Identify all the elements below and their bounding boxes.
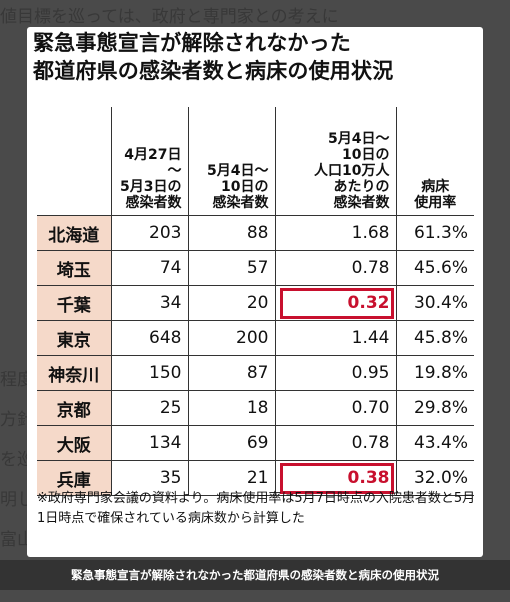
table-row: 埼玉 74 57 0.78 45.6%: [37, 250, 474, 286]
header-cases-apr27-may3: 4月27日～ 5月3日の 感染者数: [110, 107, 188, 216]
bed-usage-cell: 61.3%: [395, 215, 474, 251]
highlight-box: [279, 463, 394, 494]
highlight-box: [279, 288, 394, 319]
background-line-3: 方針: [0, 410, 34, 430]
background-line-4: を巡: [0, 450, 34, 470]
prefecture-cell: 埼玉: [37, 250, 111, 286]
cases-apr27-may3-cell: 74: [110, 250, 188, 286]
cases-apr27-may3-cell: 25: [110, 390, 188, 426]
bed-usage-cell: 43.4%: [395, 425, 474, 461]
prefecture-cell: 大阪: [37, 425, 111, 461]
cases-may4-10-cell: 57: [187, 250, 275, 286]
cases-per-100k-cell: 1.68: [274, 215, 396, 251]
highlighted-value: 0.38: [347, 468, 390, 488]
bed-usage-cell: 29.8%: [395, 390, 474, 426]
prefecture-cell: 東京: [37, 320, 111, 356]
background-article: 値目標を巡っては、政府と専門家との考えに: [0, 0, 339, 34]
infographic-title: 緊急事態宣言が解除されなかった 都道府県の感染者数と病床の使用状況: [33, 29, 478, 85]
cases-apr27-may3-cell: 648: [110, 320, 188, 356]
prefecture-cell: 兵庫: [37, 460, 111, 496]
background-line-6: 富山: [0, 530, 34, 550]
prefecture-cell: 京都: [37, 390, 111, 426]
cases-may4-10-cell: 87: [187, 355, 275, 391]
cases-apr27-may3-cell: 134: [110, 425, 188, 461]
cases-apr27-may3-cell: 35: [110, 460, 188, 496]
bed-usage-cell: 45.8%: [395, 320, 474, 356]
table-row: 神奈川 150 87 0.95 19.8%: [37, 355, 474, 391]
cases-may4-10-cell: 88: [187, 215, 275, 251]
bed-usage-cell: 45.6%: [395, 250, 474, 286]
table-row: 大阪 134 69 0.78 43.4%: [37, 425, 474, 461]
cases-per-100k-cell: 0.95: [274, 355, 396, 391]
cases-per-100k-cell: 0.78: [274, 250, 396, 286]
cases-may4-10-cell: 20: [187, 285, 275, 321]
infographic-card: 緊急事態宣言が解除されなかった 都道府県の感染者数と病床の使用状況 4月27日～…: [27, 27, 483, 557]
table-row: 京都 25 18 0.70 29.8%: [37, 390, 474, 426]
bed-usage-cell: 30.4%: [395, 285, 474, 321]
cases-per-100k-cell: 0.38: [274, 460, 396, 496]
cases-apr27-may3-cell: 203: [110, 215, 188, 251]
footnote: ※政府専門家会議の資料より。病床使用率は5月7日時点の入院患者数と5月1日時点で…: [37, 491, 476, 526]
title-line-2: 都道府県の感染者数と病床の使用状況: [33, 59, 394, 83]
cases-per-100k-cell: 0.70: [274, 390, 396, 426]
image-caption: 緊急事態宣言が解除されなかった都道府県の感染者数と病床の使用状況: [0, 560, 510, 590]
table-row: 兵庫 35 21 0.38 32.0%: [37, 460, 474, 496]
table-row: 北海道 203 88 1.68 61.3%: [37, 215, 474, 251]
prefecture-cell: 北海道: [37, 215, 111, 251]
background-line-2: 程度: [0, 370, 34, 390]
cases-may4-10-cell: 18: [187, 390, 275, 426]
table-row: 東京 648 200 1.44 45.8%: [37, 320, 474, 356]
cases-may4-10-cell: 21: [187, 460, 275, 496]
header-prefecture: [37, 107, 111, 216]
table-header-row: 4月27日～ 5月3日の 感染者数 5月4日～ 10日の 感染者数 5月4日～ …: [37, 107, 474, 216]
title-line-1: 緊急事態宣言が解除されなかった: [33, 31, 351, 55]
bed-usage-cell: 19.8%: [395, 355, 474, 391]
header-bed-usage: 病床 使用率: [395, 107, 474, 216]
cases-apr27-may3-cell: 34: [110, 285, 188, 321]
header-cases-may4-10: 5月4日～ 10日の 感染者数: [187, 107, 275, 216]
cases-may4-10-cell: 69: [187, 425, 275, 461]
data-table: 4月27日～ 5月3日の 感染者数 5月4日～ 10日の 感染者数 5月4日～ …: [37, 107, 474, 496]
cases-per-100k-cell: 1.44: [274, 320, 396, 356]
header-cases-per-100k: 5月4日～ 10日の 人口10万人 あたりの 感染者数: [274, 107, 396, 216]
cases-apr27-may3-cell: 150: [110, 355, 188, 391]
cases-per-100k-cell: 0.32: [274, 285, 396, 321]
highlighted-value: 0.32: [347, 293, 390, 313]
background-line-1: 値目標を巡っては、政府と専門家との考えに: [0, 7, 339, 27]
table-row: 千葉 34 20 0.32 30.4%: [37, 285, 474, 321]
cases-per-100k-cell: 0.78: [274, 425, 396, 461]
background-line-5: 明し: [0, 490, 34, 510]
cases-may4-10-cell: 200: [187, 320, 275, 356]
bed-usage-cell: 32.0%: [395, 460, 474, 496]
prefecture-cell: 神奈川: [37, 355, 111, 391]
prefecture-cell: 千葉: [37, 285, 111, 321]
